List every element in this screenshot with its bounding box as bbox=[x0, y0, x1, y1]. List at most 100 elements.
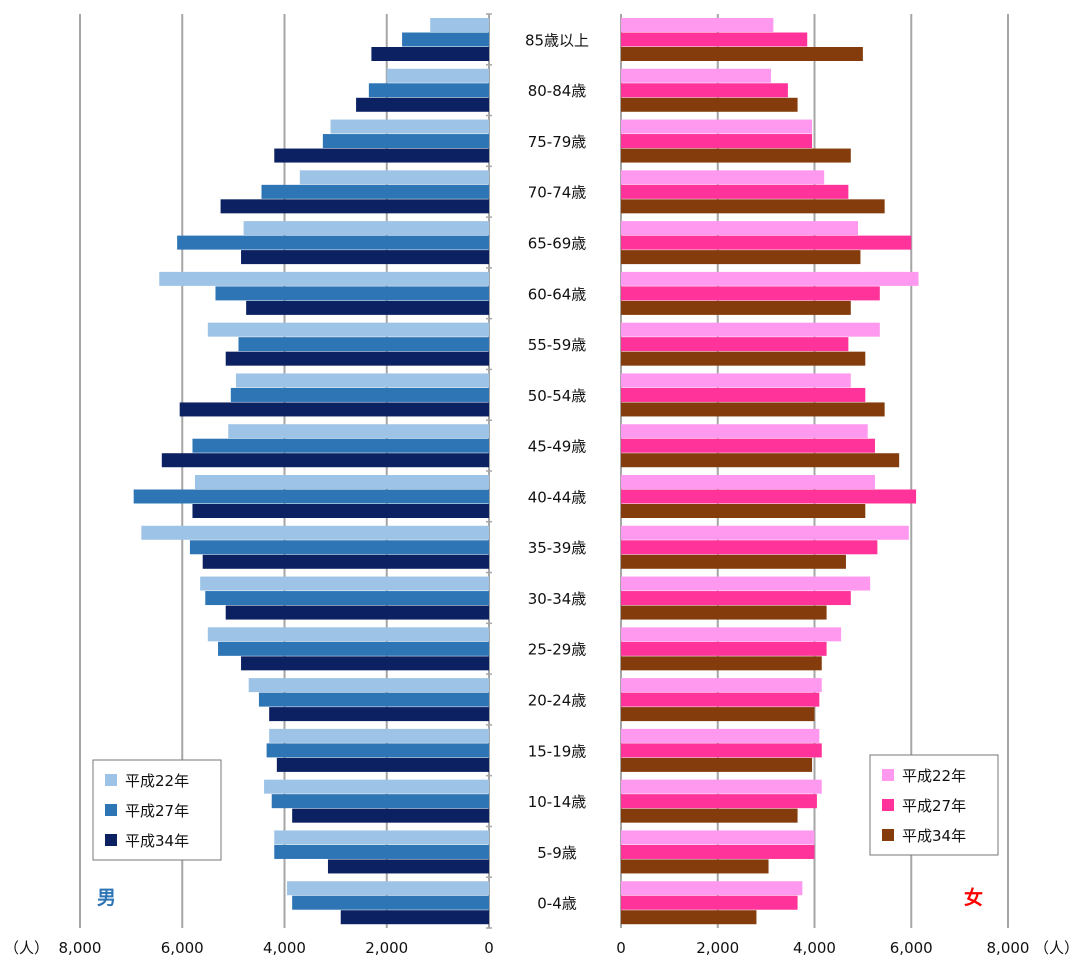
female-bar bbox=[621, 830, 815, 845]
male-tick-label: 4,000 bbox=[263, 939, 306, 957]
female-bar bbox=[621, 97, 798, 112]
male-bar bbox=[402, 32, 489, 47]
female-legend-swatch bbox=[882, 799, 894, 811]
male-legend-label: 平成27年 bbox=[125, 802, 189, 820]
category-label: 20-24歳 bbox=[528, 692, 587, 710]
female-bar bbox=[621, 794, 817, 809]
male-bar bbox=[258, 692, 489, 707]
category-label: 0-4歳 bbox=[537, 895, 577, 913]
female-bar bbox=[621, 300, 851, 315]
male-bar bbox=[368, 83, 489, 98]
male-bar bbox=[243, 221, 489, 236]
category-label: 5-9歳 bbox=[537, 844, 577, 862]
male-bar bbox=[205, 591, 489, 606]
female-bar bbox=[621, 18, 774, 32]
male-bar bbox=[386, 68, 489, 83]
female-legend-label: 平成27年 bbox=[902, 797, 966, 815]
female-bar bbox=[621, 844, 815, 859]
male-bar bbox=[292, 895, 489, 910]
female-bar bbox=[621, 83, 788, 98]
male-bar bbox=[274, 148, 489, 163]
female-bar bbox=[621, 402, 885, 417]
male-bar bbox=[218, 641, 489, 656]
female-bar bbox=[621, 170, 825, 185]
male-bar bbox=[327, 859, 489, 874]
female-bar bbox=[621, 779, 822, 794]
male-bar bbox=[246, 300, 489, 315]
male-bar bbox=[269, 728, 489, 743]
category-label: 10-14歳 bbox=[528, 793, 587, 811]
male-bar bbox=[340, 910, 489, 925]
female-bar bbox=[621, 525, 909, 540]
female-bar bbox=[621, 221, 859, 236]
male-bar bbox=[287, 881, 489, 896]
male-bar bbox=[192, 438, 489, 453]
female-bar bbox=[621, 134, 813, 149]
female-bar bbox=[621, 728, 820, 743]
female-bar bbox=[621, 184, 849, 199]
female-tick-label: 0 bbox=[616, 939, 626, 957]
male-label: 男 bbox=[97, 887, 116, 909]
male-legend-swatch bbox=[105, 834, 117, 846]
male-bar bbox=[241, 656, 489, 671]
male-bar bbox=[195, 475, 489, 489]
female-bar bbox=[621, 554, 846, 569]
male-bar bbox=[200, 576, 490, 591]
male-bar bbox=[207, 627, 489, 642]
female-bar bbox=[621, 576, 871, 591]
male-bar bbox=[271, 794, 489, 809]
female-unit-label: （人） bbox=[1034, 939, 1079, 957]
category-label: 45-49歳 bbox=[528, 438, 587, 456]
male-bar bbox=[430, 18, 489, 32]
category-label: 70-74歳 bbox=[528, 184, 587, 202]
male-tick-label: 8,000 bbox=[59, 939, 102, 957]
female-bar bbox=[621, 605, 827, 620]
female-bar bbox=[621, 322, 880, 337]
male-bar bbox=[276, 757, 489, 772]
male-tick-label: 2,000 bbox=[365, 939, 408, 957]
category-label: 60-64歳 bbox=[528, 285, 587, 303]
female-bar bbox=[621, 148, 851, 163]
female-bar bbox=[621, 337, 849, 352]
female-bar bbox=[621, 895, 798, 910]
female-bar bbox=[621, 68, 771, 83]
category-label: 80-84歳 bbox=[528, 82, 587, 100]
male-bar bbox=[177, 235, 489, 250]
category-label: 30-34歳 bbox=[528, 590, 587, 608]
male-bar bbox=[356, 97, 489, 112]
male-bar bbox=[161, 453, 490, 468]
male-bar bbox=[264, 779, 489, 794]
male-legend-swatch bbox=[105, 804, 117, 816]
male-bar bbox=[274, 844, 489, 859]
male-bar bbox=[215, 286, 489, 301]
female-bar bbox=[621, 119, 813, 134]
male-bar bbox=[241, 250, 489, 265]
male-legend-swatch bbox=[105, 774, 117, 786]
female-bar bbox=[621, 678, 822, 693]
male-bar bbox=[133, 489, 489, 504]
category-label: 55-59歳 bbox=[528, 336, 587, 354]
category-label: 25-29歳 bbox=[528, 641, 587, 659]
male-tick-label: 6,000 bbox=[161, 939, 204, 957]
female-label: 女 bbox=[964, 886, 983, 909]
female-bar bbox=[621, 743, 822, 758]
female-bar bbox=[621, 591, 851, 606]
male-bar bbox=[299, 170, 489, 185]
female-bar bbox=[621, 424, 868, 439]
female-bar bbox=[621, 910, 757, 925]
female-bar bbox=[621, 808, 798, 823]
female-bar bbox=[621, 235, 912, 250]
category-label: 85歳以上 bbox=[525, 31, 589, 49]
female-bar bbox=[621, 475, 875, 489]
male-bar bbox=[371, 47, 489, 61]
male-bar bbox=[141, 525, 489, 540]
female-bar bbox=[621, 387, 866, 402]
male-legend-label: 平成34年 bbox=[125, 832, 189, 850]
category-label: 40-44歳 bbox=[528, 488, 587, 506]
female-bar bbox=[621, 351, 866, 366]
female-bar bbox=[621, 692, 820, 707]
male-bar bbox=[202, 554, 489, 569]
male-tick-label: 0 bbox=[484, 939, 494, 957]
female-bar bbox=[621, 32, 808, 47]
